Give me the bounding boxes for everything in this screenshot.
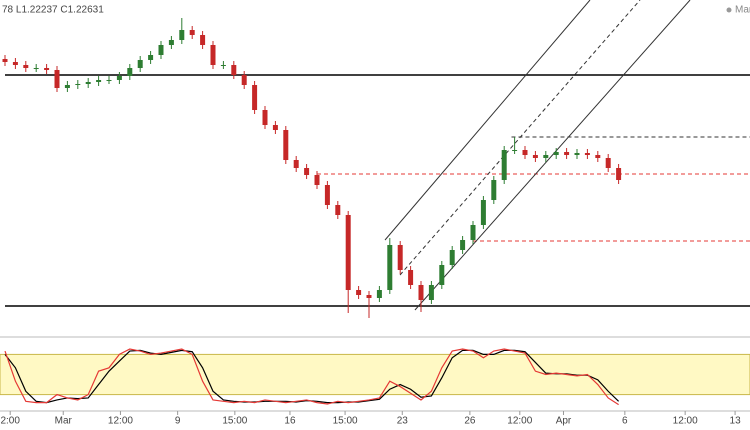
candle-body [439,265,445,285]
candle-body [241,75,247,85]
candle-body [324,185,330,205]
candle-body [501,150,507,180]
candle-body [366,295,372,298]
candle-body [314,175,320,185]
candle-body [304,168,310,175]
candle-body [616,168,622,180]
x-tick-label: 2:00 [0,416,20,427]
candle-body [96,80,102,82]
candle-body [231,65,237,75]
candle-body [574,153,580,155]
candle-body [44,68,50,70]
candle-body [418,285,424,300]
x-tick-label: 15:00 [222,416,247,427]
candle-body [75,84,81,85]
x-tick-label: 12:00 [108,416,133,427]
stoch-band [0,353,750,396]
candle-body [460,240,466,250]
candle-body [179,30,185,40]
x-tick-label: 16 [284,416,296,427]
candle-body [584,153,590,155]
candle-body [335,205,341,215]
x-tick-label: 12:00 [673,416,698,427]
candle-body [116,76,122,80]
candle-body [449,250,455,265]
candle-body [387,245,393,290]
candle-body [605,158,611,168]
x-tick-label: 23 [397,416,409,427]
candle-body [2,59,8,62]
candle-body [23,65,29,68]
candle-body [293,160,299,168]
candle-body [200,35,206,45]
candle-body [137,60,143,68]
candle-body [64,85,70,88]
candle-body [532,155,538,158]
candle-body [356,290,362,295]
candle-body [397,245,403,270]
candle-body [262,110,268,125]
candle-body [553,152,559,155]
legend-dot [726,7,732,13]
x-tick-label: 6 [622,416,628,427]
candle-body [283,130,289,160]
candle-body [564,152,570,155]
candle-body [210,45,216,65]
candle-body [158,45,164,55]
candle-body [272,125,278,130]
channel-line [414,0,691,311]
candle-body [252,85,258,110]
candle-body [127,68,133,76]
candle-body [168,40,174,45]
candle-body [543,155,549,158]
channel-line [399,0,641,276]
candle-body [491,180,497,200]
candle-body [189,30,195,35]
candle-body [12,62,18,65]
x-tick-label: 13 [730,416,742,427]
candle-body [595,155,601,158]
candle-body [480,200,486,225]
candle-body [522,150,528,155]
candle-body [85,82,91,84]
candle-body [408,270,414,285]
candle-body [220,65,226,66]
ohlc-header: 78 L1.22237 C1.22631 [2,5,104,16]
candle-body [54,70,60,88]
candle-body [148,55,154,60]
candle-body [428,285,434,300]
candle-body [345,215,351,290]
stoch-line [4,348,619,406]
x-tick-label: 12:00 [507,416,532,427]
legend-label: Mark [735,5,750,16]
x-tick-label: Apr [556,416,572,427]
channel-line [384,0,591,241]
x-tick-label: 26 [464,416,476,427]
candle-body [376,290,382,298]
candle-body [470,225,476,240]
x-tick-label: 15:00 [333,416,358,427]
x-tick-label: 9 [175,416,181,427]
candle-body [106,80,112,81]
candle-body [512,150,518,151]
candle-body [33,68,39,69]
x-tick-label: Mar [55,416,73,427]
